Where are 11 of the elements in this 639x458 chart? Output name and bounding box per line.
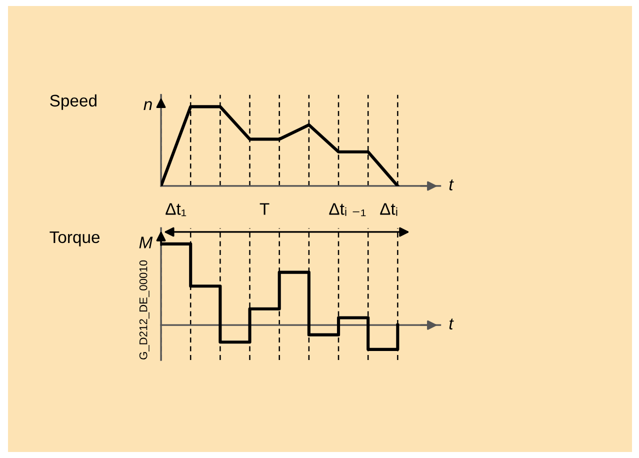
text: T (260, 203, 270, 215)
chart-title: Torque (50, 231, 100, 246)
text: Δtᵢ (380, 203, 398, 216)
x-axis-title: t (449, 318, 454, 330)
text: G_D212_DE_00010 (139, 260, 150, 360)
x-axis-title: t (449, 179, 454, 190)
text: Δt₁ (166, 203, 186, 216)
text: Δtᵢ ₋₁ (329, 203, 366, 216)
y-axis-title: M (139, 236, 153, 248)
chart-title: Speed (50, 94, 96, 110)
y-axis-title: n (144, 101, 152, 110)
